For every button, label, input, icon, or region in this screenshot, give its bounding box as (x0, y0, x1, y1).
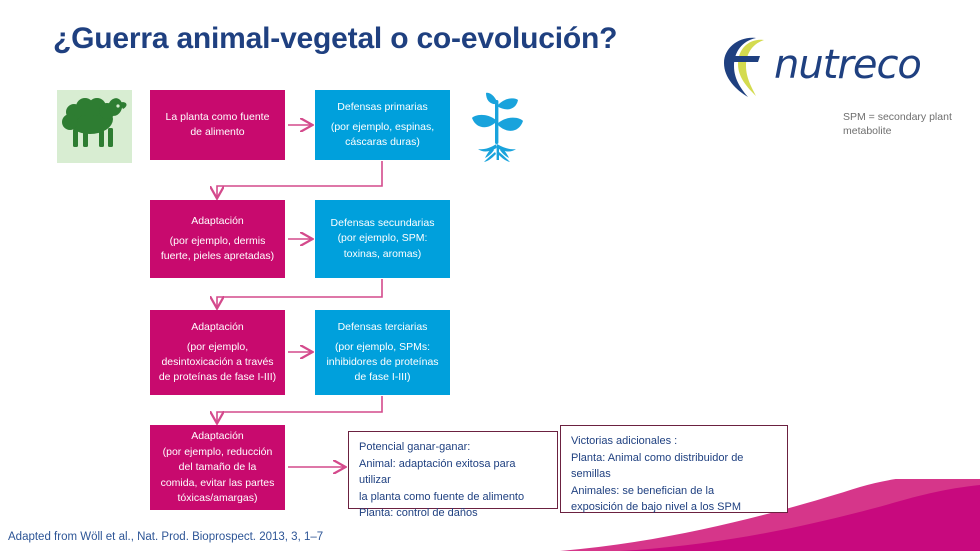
seedling-plant-icon (472, 92, 523, 162)
flow-line: Adaptación (191, 430, 244, 442)
outcome-line: Potencial ganar-ganar: (359, 441, 471, 453)
outcome-line: Animales: se benefician de la (571, 484, 715, 497)
outcome-line: Victorias adicionales : (571, 435, 678, 447)
flow-box-animal-2: Adaptación (por ejemplo, dermis fuerte, … (150, 200, 285, 278)
flow-line: Defensas terciarias (337, 320, 428, 333)
flow-line: inhibidores de proteínas (326, 356, 439, 368)
outcome-box-win-win: Potencial ganar-ganar: Animal: adaptació… (348, 431, 558, 519)
flow-line: La planta como fuente (165, 110, 270, 123)
flow-line: (por ejemplo, dermis (169, 234, 266, 247)
outcome-line: exposición de bajo nivel a los SPM (571, 501, 741, 513)
outcome-box-additional-wins: Victorias adicionales : Planta: Animal c… (560, 425, 788, 513)
flow-line: desintoxicación a través (161, 356, 274, 368)
flow-line: (por ejemplo, (186, 340, 249, 353)
flow-line: Adaptación (191, 320, 244, 333)
flow-line: comida, evitar las partes tóxicas/amarga… (160, 476, 275, 504)
flow-box-plant-2: Defensas secundarias (por ejemplo, SPM: … (315, 200, 450, 278)
flow-line: (por ejemplo, SPMs: (334, 340, 431, 353)
outcome-line: la planta como fuente de alimento (359, 490, 525, 503)
flow-line: Adaptación (191, 214, 244, 227)
legend-line-2: plant metabolite (843, 111, 952, 138)
outcome-line: Planta: control de daños (359, 507, 478, 519)
spm-legend: SPM = secondary plant metabolite (843, 110, 963, 138)
flow-line: fuerte, pieles apretadas) (160, 250, 275, 263)
flow-line: del tamaño de la (178, 461, 257, 474)
flow-box-animal-1: La planta como fuente de alimento (150, 90, 285, 160)
page-title: ¿Guerra animal-vegetal o co-evolución? (53, 22, 618, 55)
outcome-line: Planta: Animal como distribuidor de (571, 451, 744, 464)
outcome-line: semillas (571, 468, 611, 480)
source-citation: Adapted from Wöll et al., Nat. Prod. Bio… (8, 531, 324, 543)
flow-line: (por ejemplo, reducción (162, 446, 273, 459)
flow-line: de fase I-III) (354, 371, 411, 384)
flow-line: de proteínas de fase I-III) (158, 371, 277, 384)
flow-box-animal-4: Adaptación (por ejemplo, reducción del t… (150, 425, 285, 510)
flow-line: Defensas primarias (337, 100, 428, 113)
flow-line: (por ejemplo, SPM: (337, 232, 428, 245)
flow-line: (por ejemplo, espinas, (330, 120, 435, 133)
logo-wordmark: nutreco (774, 42, 922, 88)
flow-line: Defensas secundarias (330, 217, 435, 230)
flow-box-animal-3: Adaptación (por ejemplo, desintoxicación… (150, 310, 285, 395)
flow-line: toxinas, aromas) (343, 247, 422, 260)
flow-box-plant-1: Defensas primarias (por ejemplo, espinas… (315, 90, 450, 160)
outcome-line: Animal: adaptación exitosa para utilizar (359, 457, 516, 487)
flow-line: cáscaras duras) (345, 136, 420, 149)
plant-icon-wrap (466, 90, 528, 168)
nutreco-logo: nutreco (712, 36, 924, 98)
flow-line: de alimento (190, 126, 245, 138)
sheep-icon (62, 98, 127, 147)
legend-line-1: SPM = secondary (843, 111, 927, 123)
nutreco-f-swoosh-icon (724, 37, 764, 97)
sheep-icon-tile (57, 90, 132, 163)
flow-box-plant-3: Defensas terciarias (por ejemplo, SPMs: … (315, 310, 450, 395)
